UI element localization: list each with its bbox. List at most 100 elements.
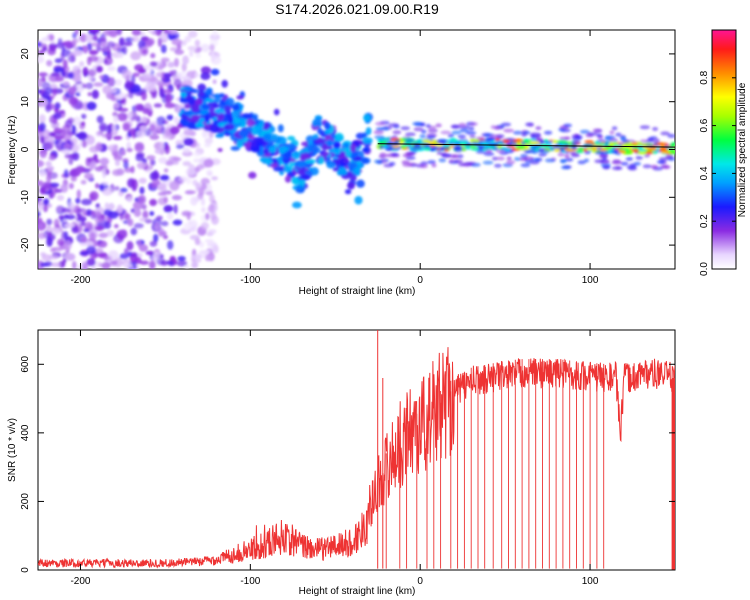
heatmap-cell bbox=[200, 43, 210, 53]
heatmap-cell bbox=[564, 154, 570, 158]
heatmap-cell bbox=[71, 261, 77, 269]
heatmap-cell bbox=[159, 186, 167, 192]
heatmap-cell bbox=[230, 146, 241, 151]
heatmap-cell bbox=[130, 51, 142, 61]
heatmap-cell bbox=[138, 194, 146, 205]
heatmap-cell bbox=[164, 102, 176, 109]
heatmap-cell bbox=[535, 133, 542, 138]
heatmap-cell bbox=[187, 121, 196, 130]
heatmap-cell bbox=[263, 148, 269, 155]
heatmap-cell bbox=[194, 238, 201, 246]
heatmap-cell bbox=[79, 33, 88, 43]
heatmap-cell bbox=[38, 72, 48, 77]
heatmap-cell bbox=[376, 160, 383, 165]
heatmap-cell bbox=[200, 66, 211, 75]
heatmap-cell bbox=[205, 254, 210, 262]
heatmap-cell bbox=[334, 132, 344, 141]
heatmap-cell bbox=[75, 84, 82, 89]
heatmap-cell bbox=[132, 260, 137, 269]
heatmap-cell bbox=[656, 160, 665, 164]
heatmap-cell bbox=[531, 145, 537, 150]
heatmap-cell bbox=[291, 151, 301, 160]
heatmap-cell bbox=[96, 115, 104, 124]
heatmap-cell bbox=[75, 166, 86, 173]
heatmap-cell bbox=[440, 130, 452, 135]
heatmap-cell bbox=[330, 133, 336, 140]
heatmap-cell bbox=[314, 115, 322, 120]
heatmap-cell bbox=[112, 135, 123, 140]
heatmap-cell bbox=[400, 126, 410, 131]
heatmap-cell bbox=[264, 159, 274, 165]
heatmap-cell bbox=[72, 49, 84, 56]
heatmap-cell bbox=[233, 117, 242, 124]
heatmap-cell bbox=[643, 153, 651, 158]
heatmap-cell bbox=[68, 157, 74, 165]
heatmap-cell bbox=[532, 150, 539, 155]
heatmap-cell bbox=[631, 148, 640, 152]
heatmap-cell bbox=[483, 152, 495, 156]
heatmap-cell bbox=[139, 125, 148, 131]
heatmap-cell bbox=[46, 218, 53, 226]
heatmap-cell bbox=[73, 116, 82, 126]
bottom-y-ticks: 0 200 400 600 bbox=[20, 356, 675, 573]
heatmap-cell bbox=[429, 148, 435, 152]
snr-dropouts bbox=[377, 330, 605, 569]
heatmap-cell bbox=[451, 124, 461, 129]
heatmap-cell bbox=[65, 253, 76, 261]
heatmap-cell bbox=[650, 164, 658, 169]
heatmap-cell bbox=[38, 55, 45, 64]
heatmap-cell bbox=[153, 169, 159, 179]
heatmap-cell bbox=[201, 130, 208, 139]
heatmap-cell bbox=[91, 89, 99, 100]
heatmap-cell bbox=[102, 85, 112, 95]
heatmap-cell bbox=[54, 58, 63, 64]
heatmap-cell bbox=[146, 155, 156, 161]
heatmap-cell bbox=[38, 204, 43, 213]
heatmap-cell bbox=[268, 133, 279, 141]
x-tick-label: 0 bbox=[417, 576, 423, 587]
heatmap-cell bbox=[112, 124, 117, 133]
colorbar-label: Normalized spectral amplitude bbox=[737, 82, 748, 217]
heatmap-cell bbox=[75, 144, 81, 151]
heatmap-cell bbox=[89, 232, 96, 242]
heatmap-cell bbox=[46, 174, 52, 183]
heatmap-cell bbox=[422, 139, 431, 143]
heatmap-cell bbox=[392, 130, 402, 135]
heatmap-cell bbox=[131, 30, 141, 36]
heatmap-cell bbox=[326, 161, 336, 169]
heatmap-cell bbox=[53, 66, 64, 73]
heatmap-cell bbox=[68, 72, 75, 79]
heatmap-cell bbox=[72, 38, 80, 43]
heatmap-cell bbox=[189, 49, 194, 58]
heatmap-cell bbox=[402, 153, 411, 158]
heatmap-cell bbox=[191, 261, 199, 269]
heatmap-cell bbox=[214, 94, 221, 104]
heatmap-cell bbox=[270, 162, 278, 169]
heatmap-cell bbox=[506, 156, 512, 161]
heatmap-cell bbox=[64, 40, 73, 49]
heatmap-cell bbox=[58, 110, 66, 114]
heatmap-cell bbox=[160, 57, 170, 63]
heatmap-cell bbox=[76, 217, 87, 222]
heatmap-cell bbox=[122, 123, 131, 131]
heatmap-cell bbox=[113, 102, 120, 109]
heatmap-cell bbox=[158, 157, 168, 164]
heatmap-cell bbox=[86, 245, 96, 255]
heatmap-cell bbox=[363, 114, 371, 122]
heatmap-cell bbox=[116, 30, 122, 36]
heatmap-cell bbox=[169, 180, 180, 191]
heatmap-cell bbox=[521, 132, 527, 137]
heatmap-cell bbox=[135, 103, 145, 112]
heatmap-cell bbox=[200, 72, 211, 80]
heatmap-cell bbox=[130, 165, 135, 174]
heatmap-cell bbox=[181, 76, 191, 81]
heatmap-cell bbox=[657, 142, 665, 146]
heatmap-cell bbox=[192, 151, 201, 157]
heatmap-cell bbox=[190, 196, 198, 206]
heatmap-cell bbox=[602, 165, 611, 170]
top-y-ticks: -20 -10 0 10 20 bbox=[20, 48, 675, 252]
heatmap-cell bbox=[649, 136, 658, 141]
heatmap-cell bbox=[131, 36, 140, 42]
heatmap-cell bbox=[332, 167, 340, 172]
heatmap-cell bbox=[121, 46, 128, 55]
